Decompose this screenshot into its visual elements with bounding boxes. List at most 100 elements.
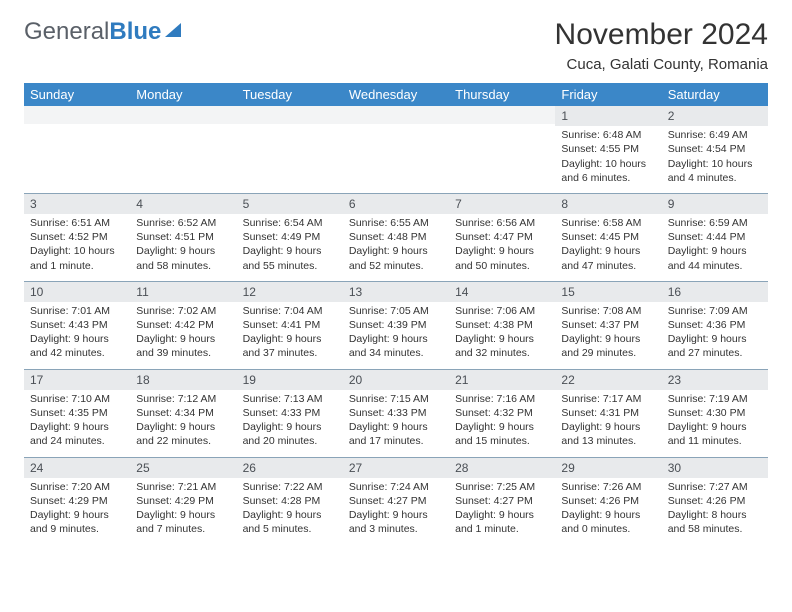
day-number: 14 [449, 282, 555, 302]
calendar-day-cell [343, 106, 449, 193]
calendar-day-cell: 15Sunrise: 7:08 AMSunset: 4:37 PMDayligh… [555, 281, 661, 369]
sunset-text: Sunset: 4:52 PM [30, 230, 124, 244]
day-content: Sunrise: 6:51 AMSunset: 4:52 PMDaylight:… [24, 214, 130, 281]
calendar-day-cell: 19Sunrise: 7:13 AMSunset: 4:33 PMDayligh… [237, 369, 343, 457]
sunrise-text: Sunrise: 7:22 AM [243, 480, 337, 494]
daylight-text: Daylight: 9 hours and 50 minutes. [455, 244, 549, 272]
daylight-text: Daylight: 10 hours and 6 minutes. [561, 157, 655, 185]
sunrise-text: Sunrise: 7:05 AM [349, 304, 443, 318]
sunrise-text: Sunrise: 7:27 AM [668, 480, 762, 494]
sunset-text: Sunset: 4:30 PM [668, 406, 762, 420]
daylight-text: Daylight: 9 hours and 0 minutes. [561, 508, 655, 536]
calendar-day-cell: 17Sunrise: 7:10 AMSunset: 4:35 PMDayligh… [24, 369, 130, 457]
sail-icon [163, 18, 183, 46]
day-number: 6 [343, 194, 449, 214]
calendar-day-cell: 4Sunrise: 6:52 AMSunset: 4:51 PMDaylight… [130, 193, 236, 281]
sunrise-text: Sunrise: 7:26 AM [561, 480, 655, 494]
daylight-text: Daylight: 9 hours and 7 minutes. [136, 508, 230, 536]
sunrise-text: Sunrise: 7:21 AM [136, 480, 230, 494]
empty-daynum [237, 106, 343, 124]
sunset-text: Sunset: 4:27 PM [455, 494, 549, 508]
day-content: Sunrise: 6:48 AMSunset: 4:55 PMDaylight:… [555, 126, 661, 193]
day-content: Sunrise: 7:27 AMSunset: 4:26 PMDaylight:… [662, 478, 768, 545]
day-number: 9 [662, 194, 768, 214]
calendar-day-cell: 29Sunrise: 7:26 AMSunset: 4:26 PMDayligh… [555, 457, 661, 544]
calendar-day-cell: 8Sunrise: 6:58 AMSunset: 4:45 PMDaylight… [555, 193, 661, 281]
day-number: 5 [237, 194, 343, 214]
calendar-week-row: 1Sunrise: 6:48 AMSunset: 4:55 PMDaylight… [24, 106, 768, 193]
sunset-text: Sunset: 4:31 PM [561, 406, 655, 420]
sunrise-text: Sunrise: 7:01 AM [30, 304, 124, 318]
daylight-text: Daylight: 9 hours and 39 minutes. [136, 332, 230, 360]
daylight-text: Daylight: 9 hours and 58 minutes. [136, 244, 230, 272]
day-content: Sunrise: 6:54 AMSunset: 4:49 PMDaylight:… [237, 214, 343, 281]
sunset-text: Sunset: 4:29 PM [136, 494, 230, 508]
day-number: 18 [130, 370, 236, 390]
calendar-day-cell: 5Sunrise: 6:54 AMSunset: 4:49 PMDaylight… [237, 193, 343, 281]
sunrise-text: Sunrise: 7:24 AM [349, 480, 443, 494]
calendar-day-cell: 12Sunrise: 7:04 AMSunset: 4:41 PMDayligh… [237, 281, 343, 369]
sunset-text: Sunset: 4:42 PM [136, 318, 230, 332]
day-header: Friday [555, 83, 661, 106]
sunset-text: Sunset: 4:39 PM [349, 318, 443, 332]
calendar-day-cell: 3Sunrise: 6:51 AMSunset: 4:52 PMDaylight… [24, 193, 130, 281]
day-content: Sunrise: 6:49 AMSunset: 4:54 PMDaylight:… [662, 126, 768, 193]
sunset-text: Sunset: 4:41 PM [243, 318, 337, 332]
sunrise-text: Sunrise: 7:08 AM [561, 304, 655, 318]
calendar-day-cell: 1Sunrise: 6:48 AMSunset: 4:55 PMDaylight… [555, 106, 661, 193]
calendar-day-cell: 23Sunrise: 7:19 AMSunset: 4:30 PMDayligh… [662, 369, 768, 457]
sunset-text: Sunset: 4:26 PM [561, 494, 655, 508]
sunrise-text: Sunrise: 7:09 AM [668, 304, 762, 318]
day-content: Sunrise: 7:17 AMSunset: 4:31 PMDaylight:… [555, 390, 661, 457]
day-content: Sunrise: 6:56 AMSunset: 4:47 PMDaylight:… [449, 214, 555, 281]
day-number: 19 [237, 370, 343, 390]
day-content: Sunrise: 6:58 AMSunset: 4:45 PMDaylight:… [555, 214, 661, 281]
calendar-day-cell: 16Sunrise: 7:09 AMSunset: 4:36 PMDayligh… [662, 281, 768, 369]
calendar-day-cell: 27Sunrise: 7:24 AMSunset: 4:27 PMDayligh… [343, 457, 449, 544]
day-number: 25 [130, 458, 236, 478]
sunset-text: Sunset: 4:37 PM [561, 318, 655, 332]
calendar-week-row: 24Sunrise: 7:20 AMSunset: 4:29 PMDayligh… [24, 457, 768, 544]
sunrise-text: Sunrise: 6:51 AM [30, 216, 124, 230]
day-number: 7 [449, 194, 555, 214]
page-header: GeneralBlue November 2024 Cuca, Galati C… [24, 18, 768, 73]
sunset-text: Sunset: 4:49 PM [243, 230, 337, 244]
logo: GeneralBlue [24, 18, 183, 46]
daylight-text: Daylight: 9 hours and 55 minutes. [243, 244, 337, 272]
page-title: November 2024 [555, 18, 768, 52]
daylight-text: Daylight: 9 hours and 37 minutes. [243, 332, 337, 360]
sunset-text: Sunset: 4:36 PM [668, 318, 762, 332]
sunset-text: Sunset: 4:29 PM [30, 494, 124, 508]
day-content: Sunrise: 7:09 AMSunset: 4:36 PMDaylight:… [662, 302, 768, 369]
day-number: 21 [449, 370, 555, 390]
day-content: Sunrise: 7:12 AMSunset: 4:34 PMDaylight:… [130, 390, 236, 457]
daylight-text: Daylight: 10 hours and 4 minutes. [668, 157, 762, 185]
day-content: Sunrise: 7:04 AMSunset: 4:41 PMDaylight:… [237, 302, 343, 369]
daylight-text: Daylight: 9 hours and 9 minutes. [30, 508, 124, 536]
calendar-day-cell [237, 106, 343, 193]
sunrise-text: Sunrise: 7:15 AM [349, 392, 443, 406]
daylight-text: Daylight: 9 hours and 34 minutes. [349, 332, 443, 360]
day-content: Sunrise: 6:55 AMSunset: 4:48 PMDaylight:… [343, 214, 449, 281]
empty-daynum [24, 106, 130, 124]
day-number: 1 [555, 106, 661, 126]
sunset-text: Sunset: 4:38 PM [455, 318, 549, 332]
daylight-text: Daylight: 8 hours and 58 minutes. [668, 508, 762, 536]
daylight-text: Daylight: 9 hours and 1 minute. [455, 508, 549, 536]
sunset-text: Sunset: 4:45 PM [561, 230, 655, 244]
daylight-text: Daylight: 9 hours and 32 minutes. [455, 332, 549, 360]
logo-text-general: General [24, 18, 109, 46]
calendar-day-cell: 21Sunrise: 7:16 AMSunset: 4:32 PMDayligh… [449, 369, 555, 457]
sunset-text: Sunset: 4:33 PM [349, 406, 443, 420]
sunrise-text: Sunrise: 6:56 AM [455, 216, 549, 230]
sunrise-text: Sunrise: 6:49 AM [668, 128, 762, 142]
day-number: 10 [24, 282, 130, 302]
day-content: Sunrise: 7:26 AMSunset: 4:26 PMDaylight:… [555, 478, 661, 545]
day-number: 22 [555, 370, 661, 390]
daylight-text: Daylight: 9 hours and 11 minutes. [668, 420, 762, 448]
day-content: Sunrise: 7:10 AMSunset: 4:35 PMDaylight:… [24, 390, 130, 457]
calendar-day-cell: 14Sunrise: 7:06 AMSunset: 4:38 PMDayligh… [449, 281, 555, 369]
day-content: Sunrise: 7:08 AMSunset: 4:37 PMDaylight:… [555, 302, 661, 369]
day-content: Sunrise: 7:06 AMSunset: 4:38 PMDaylight:… [449, 302, 555, 369]
sunrise-text: Sunrise: 7:13 AM [243, 392, 337, 406]
